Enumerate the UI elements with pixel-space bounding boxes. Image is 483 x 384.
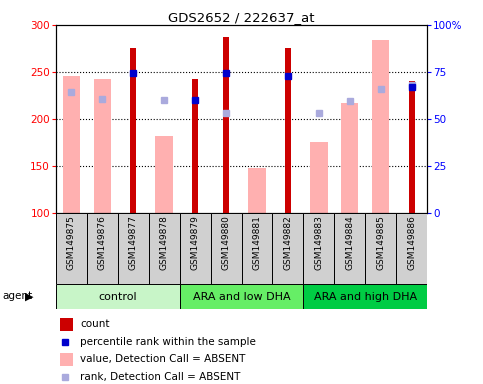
Bar	[242, 213, 272, 284]
Bar	[211, 213, 242, 284]
Text: GSM149885: GSM149885	[376, 215, 385, 270]
Text: GSM149880: GSM149880	[222, 215, 230, 270]
Text: GSM149878: GSM149878	[159, 215, 169, 270]
Text: GSM149883: GSM149883	[314, 215, 324, 270]
Text: rank, Detection Call = ABSENT: rank, Detection Call = ABSENT	[80, 372, 241, 382]
Bar	[409, 81, 415, 213]
Text: GSM149875: GSM149875	[67, 215, 75, 270]
Bar	[372, 40, 389, 213]
Bar	[397, 213, 427, 284]
Bar	[248, 168, 266, 213]
Bar	[334, 213, 366, 284]
Bar	[366, 213, 397, 284]
Text: GSM149882: GSM149882	[284, 215, 293, 270]
Bar	[60, 353, 72, 366]
Bar	[156, 136, 172, 213]
Text: GSM149879: GSM149879	[190, 215, 199, 270]
Bar	[180, 213, 211, 284]
Bar	[129, 48, 136, 213]
Bar	[284, 48, 291, 213]
Bar	[303, 213, 334, 284]
Bar	[180, 284, 303, 309]
Text: percentile rank within the sample: percentile rank within the sample	[80, 337, 256, 347]
Text: ARA and high DHA: ARA and high DHA	[314, 291, 417, 302]
Text: control: control	[98, 291, 137, 302]
Bar	[86, 213, 117, 284]
Text: ARA and low DHA: ARA and low DHA	[193, 291, 290, 302]
Bar	[149, 213, 180, 284]
Bar	[311, 142, 327, 213]
Bar	[223, 37, 229, 213]
Bar	[303, 284, 427, 309]
Text: value, Detection Call = ABSENT: value, Detection Call = ABSENT	[80, 354, 245, 364]
Text: GSM149881: GSM149881	[253, 215, 261, 270]
Bar	[56, 213, 86, 284]
Text: count: count	[80, 319, 110, 329]
Text: GSM149876: GSM149876	[98, 215, 107, 270]
Bar	[94, 79, 111, 213]
Bar	[56, 284, 180, 309]
Text: ▶: ▶	[25, 291, 34, 301]
Bar	[117, 213, 149, 284]
Bar	[341, 103, 358, 213]
Bar	[62, 76, 80, 213]
Text: agent: agent	[2, 291, 32, 301]
Text: GSM149877: GSM149877	[128, 215, 138, 270]
Title: GDS2652 / 222637_at: GDS2652 / 222637_at	[168, 11, 315, 24]
Bar	[192, 79, 199, 213]
Bar	[272, 213, 303, 284]
Text: GSM149886: GSM149886	[408, 215, 416, 270]
Text: GSM149884: GSM149884	[345, 215, 355, 270]
Bar	[60, 318, 72, 331]
